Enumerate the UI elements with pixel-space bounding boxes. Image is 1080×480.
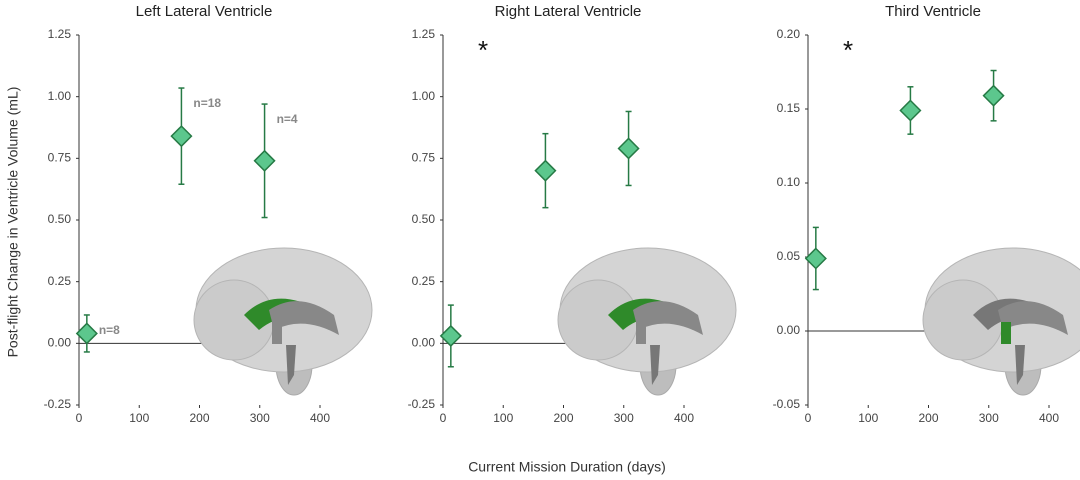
data-point xyxy=(899,99,922,122)
x-tick-label: 400 xyxy=(1039,411,1059,425)
brain-illustration xyxy=(193,247,373,396)
x-tick-label: 200 xyxy=(189,411,209,425)
brain-ventricle xyxy=(998,301,1068,335)
brain-illustration xyxy=(922,247,1080,396)
brain-ventricle xyxy=(636,322,646,344)
y-tick-label: 0.00 xyxy=(777,323,801,337)
data-point xyxy=(982,84,1005,107)
x-tick-label: 0 xyxy=(805,411,812,425)
point-label: n=18 xyxy=(193,96,221,110)
x-tick-label: 100 xyxy=(493,411,513,425)
point-label: n=8 xyxy=(99,323,120,337)
x-tick-label: 300 xyxy=(614,411,634,425)
data-point xyxy=(617,137,640,160)
y-tick-label: -0.05 xyxy=(773,397,801,411)
significance-mark: * xyxy=(843,35,853,65)
y-axis-label: Post-flight Change in Ventricle Volume (… xyxy=(5,87,21,358)
significance-mark: * xyxy=(478,35,488,65)
x-tick-label: 0 xyxy=(440,411,447,425)
brain-ventricle xyxy=(633,301,703,335)
x-tick-label: 200 xyxy=(918,411,938,425)
y-tick-label: 1.00 xyxy=(412,89,436,103)
data-point xyxy=(253,149,276,172)
brain-ventricle xyxy=(1001,322,1011,344)
x-tick-label: 200 xyxy=(553,411,573,425)
data-point xyxy=(170,125,193,148)
brain-ventricle xyxy=(650,345,660,385)
y-tick-label: 1.00 xyxy=(48,89,72,103)
x-tick-label: 100 xyxy=(858,411,878,425)
x-tick-label: 100 xyxy=(129,411,149,425)
y-tick-label: 0.05 xyxy=(777,249,801,263)
brain-ventricle xyxy=(1015,345,1025,385)
panel-title: Third Ventricle xyxy=(885,3,981,20)
y-tick-label: 0.00 xyxy=(48,336,72,350)
y-tick-label: 0.25 xyxy=(412,274,436,288)
x-tick-label: 300 xyxy=(979,411,999,425)
data-point xyxy=(804,247,827,270)
data-point xyxy=(534,159,557,182)
panel-title: Left Lateral Ventricle xyxy=(136,3,273,20)
x-tick-label: 300 xyxy=(250,411,270,425)
y-tick-label: 0.75 xyxy=(48,151,72,165)
y-tick-label: 0.25 xyxy=(48,274,72,288)
x-tick-label: 400 xyxy=(310,411,330,425)
y-tick-label: 0.15 xyxy=(777,101,801,115)
y-tick-label: -0.25 xyxy=(408,397,436,411)
panel-title: Right Lateral Ventricle xyxy=(495,3,642,20)
brain-ventricle xyxy=(269,301,339,335)
data-point xyxy=(439,324,462,347)
y-tick-label: 0.75 xyxy=(412,151,436,165)
brain-ventricle xyxy=(272,322,282,344)
x-tick-label: 400 xyxy=(674,411,694,425)
y-tick-label: 1.25 xyxy=(48,27,72,41)
brain-illustration xyxy=(557,247,737,396)
point-label: n=4 xyxy=(277,112,298,126)
y-tick-label: 0.10 xyxy=(777,175,801,189)
y-tick-label: -0.25 xyxy=(44,397,72,411)
data-point xyxy=(75,322,98,345)
y-tick-label: 0.20 xyxy=(777,27,801,41)
y-tick-label: 0.50 xyxy=(48,212,72,226)
y-tick-label: 0.00 xyxy=(412,336,436,350)
x-tick-label: 0 xyxy=(76,411,83,425)
y-tick-label: 1.25 xyxy=(412,27,436,41)
y-tick-label: 0.50 xyxy=(412,212,436,226)
brain-ventricle xyxy=(286,345,296,385)
x-axis-label: Current Mission Duration (days) xyxy=(468,459,666,475)
